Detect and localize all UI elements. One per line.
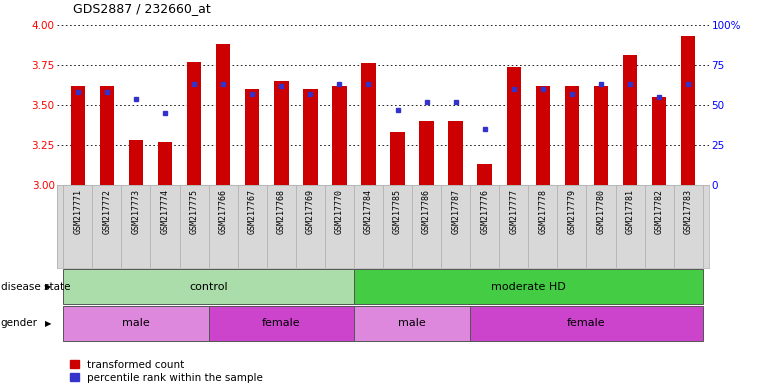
Text: GSM217778: GSM217778 [538, 189, 548, 234]
Bar [652, 97, 666, 185]
Bar [354, 306, 470, 341]
Text: GSM217782: GSM217782 [655, 189, 663, 234]
Bar [448, 121, 463, 185]
Text: female: female [262, 318, 300, 328]
Text: GSM217772: GSM217772 [103, 189, 111, 234]
Text: GSM217776: GSM217776 [480, 189, 489, 234]
Bar [506, 66, 521, 185]
Bar [535, 86, 550, 185]
Text: moderate HD: moderate HD [491, 281, 566, 291]
Bar [390, 132, 404, 185]
Text: ▶: ▶ [45, 282, 51, 291]
Text: male: male [122, 318, 150, 328]
Bar [64, 269, 354, 304]
Bar [303, 89, 318, 185]
Text: ▶: ▶ [45, 319, 51, 328]
Bar [129, 140, 143, 185]
Bar [594, 86, 608, 185]
Text: GSM217785: GSM217785 [393, 189, 402, 234]
Bar [362, 63, 376, 185]
Text: GSM217775: GSM217775 [189, 189, 198, 234]
Bar [100, 86, 114, 185]
Text: GSM217766: GSM217766 [218, 189, 228, 234]
Bar [158, 142, 172, 185]
Bar [332, 86, 347, 185]
Text: GSM217771: GSM217771 [74, 189, 82, 234]
Bar [245, 89, 260, 185]
Text: GSM217784: GSM217784 [364, 189, 373, 234]
Text: female: female [567, 318, 606, 328]
Legend: transformed count, percentile rank within the sample: transformed count, percentile rank withi… [70, 360, 263, 383]
Text: GSM217769: GSM217769 [306, 189, 315, 234]
Text: control: control [189, 281, 228, 291]
Text: GSM217768: GSM217768 [277, 189, 286, 234]
Text: GSM217774: GSM217774 [161, 189, 169, 234]
Text: GSM217783: GSM217783 [684, 189, 692, 234]
Text: GSM217786: GSM217786 [422, 189, 431, 234]
Bar [187, 62, 201, 185]
Bar [623, 55, 637, 185]
Text: GSM217777: GSM217777 [509, 189, 519, 234]
Text: male: male [398, 318, 426, 328]
Text: disease state: disease state [1, 281, 70, 291]
Bar [70, 86, 85, 185]
Bar [208, 306, 354, 341]
Text: GDS2887 / 232660_at: GDS2887 / 232660_at [73, 2, 211, 15]
Bar [274, 81, 289, 185]
Bar [477, 164, 492, 185]
Text: gender: gender [1, 318, 38, 328]
Bar [470, 306, 702, 341]
Text: GSM217779: GSM217779 [568, 189, 577, 234]
Text: GSM217780: GSM217780 [597, 189, 605, 234]
Bar [565, 86, 579, 185]
Bar [354, 269, 702, 304]
Text: GSM217767: GSM217767 [247, 189, 257, 234]
Text: GSM217770: GSM217770 [335, 189, 344, 234]
Text: GSM217781: GSM217781 [626, 189, 634, 234]
Text: GSM217773: GSM217773 [132, 189, 140, 234]
Text: GSM217787: GSM217787 [451, 189, 460, 234]
Bar [681, 36, 696, 185]
Bar [64, 306, 208, 341]
Bar [216, 44, 231, 185]
Bar [419, 121, 434, 185]
